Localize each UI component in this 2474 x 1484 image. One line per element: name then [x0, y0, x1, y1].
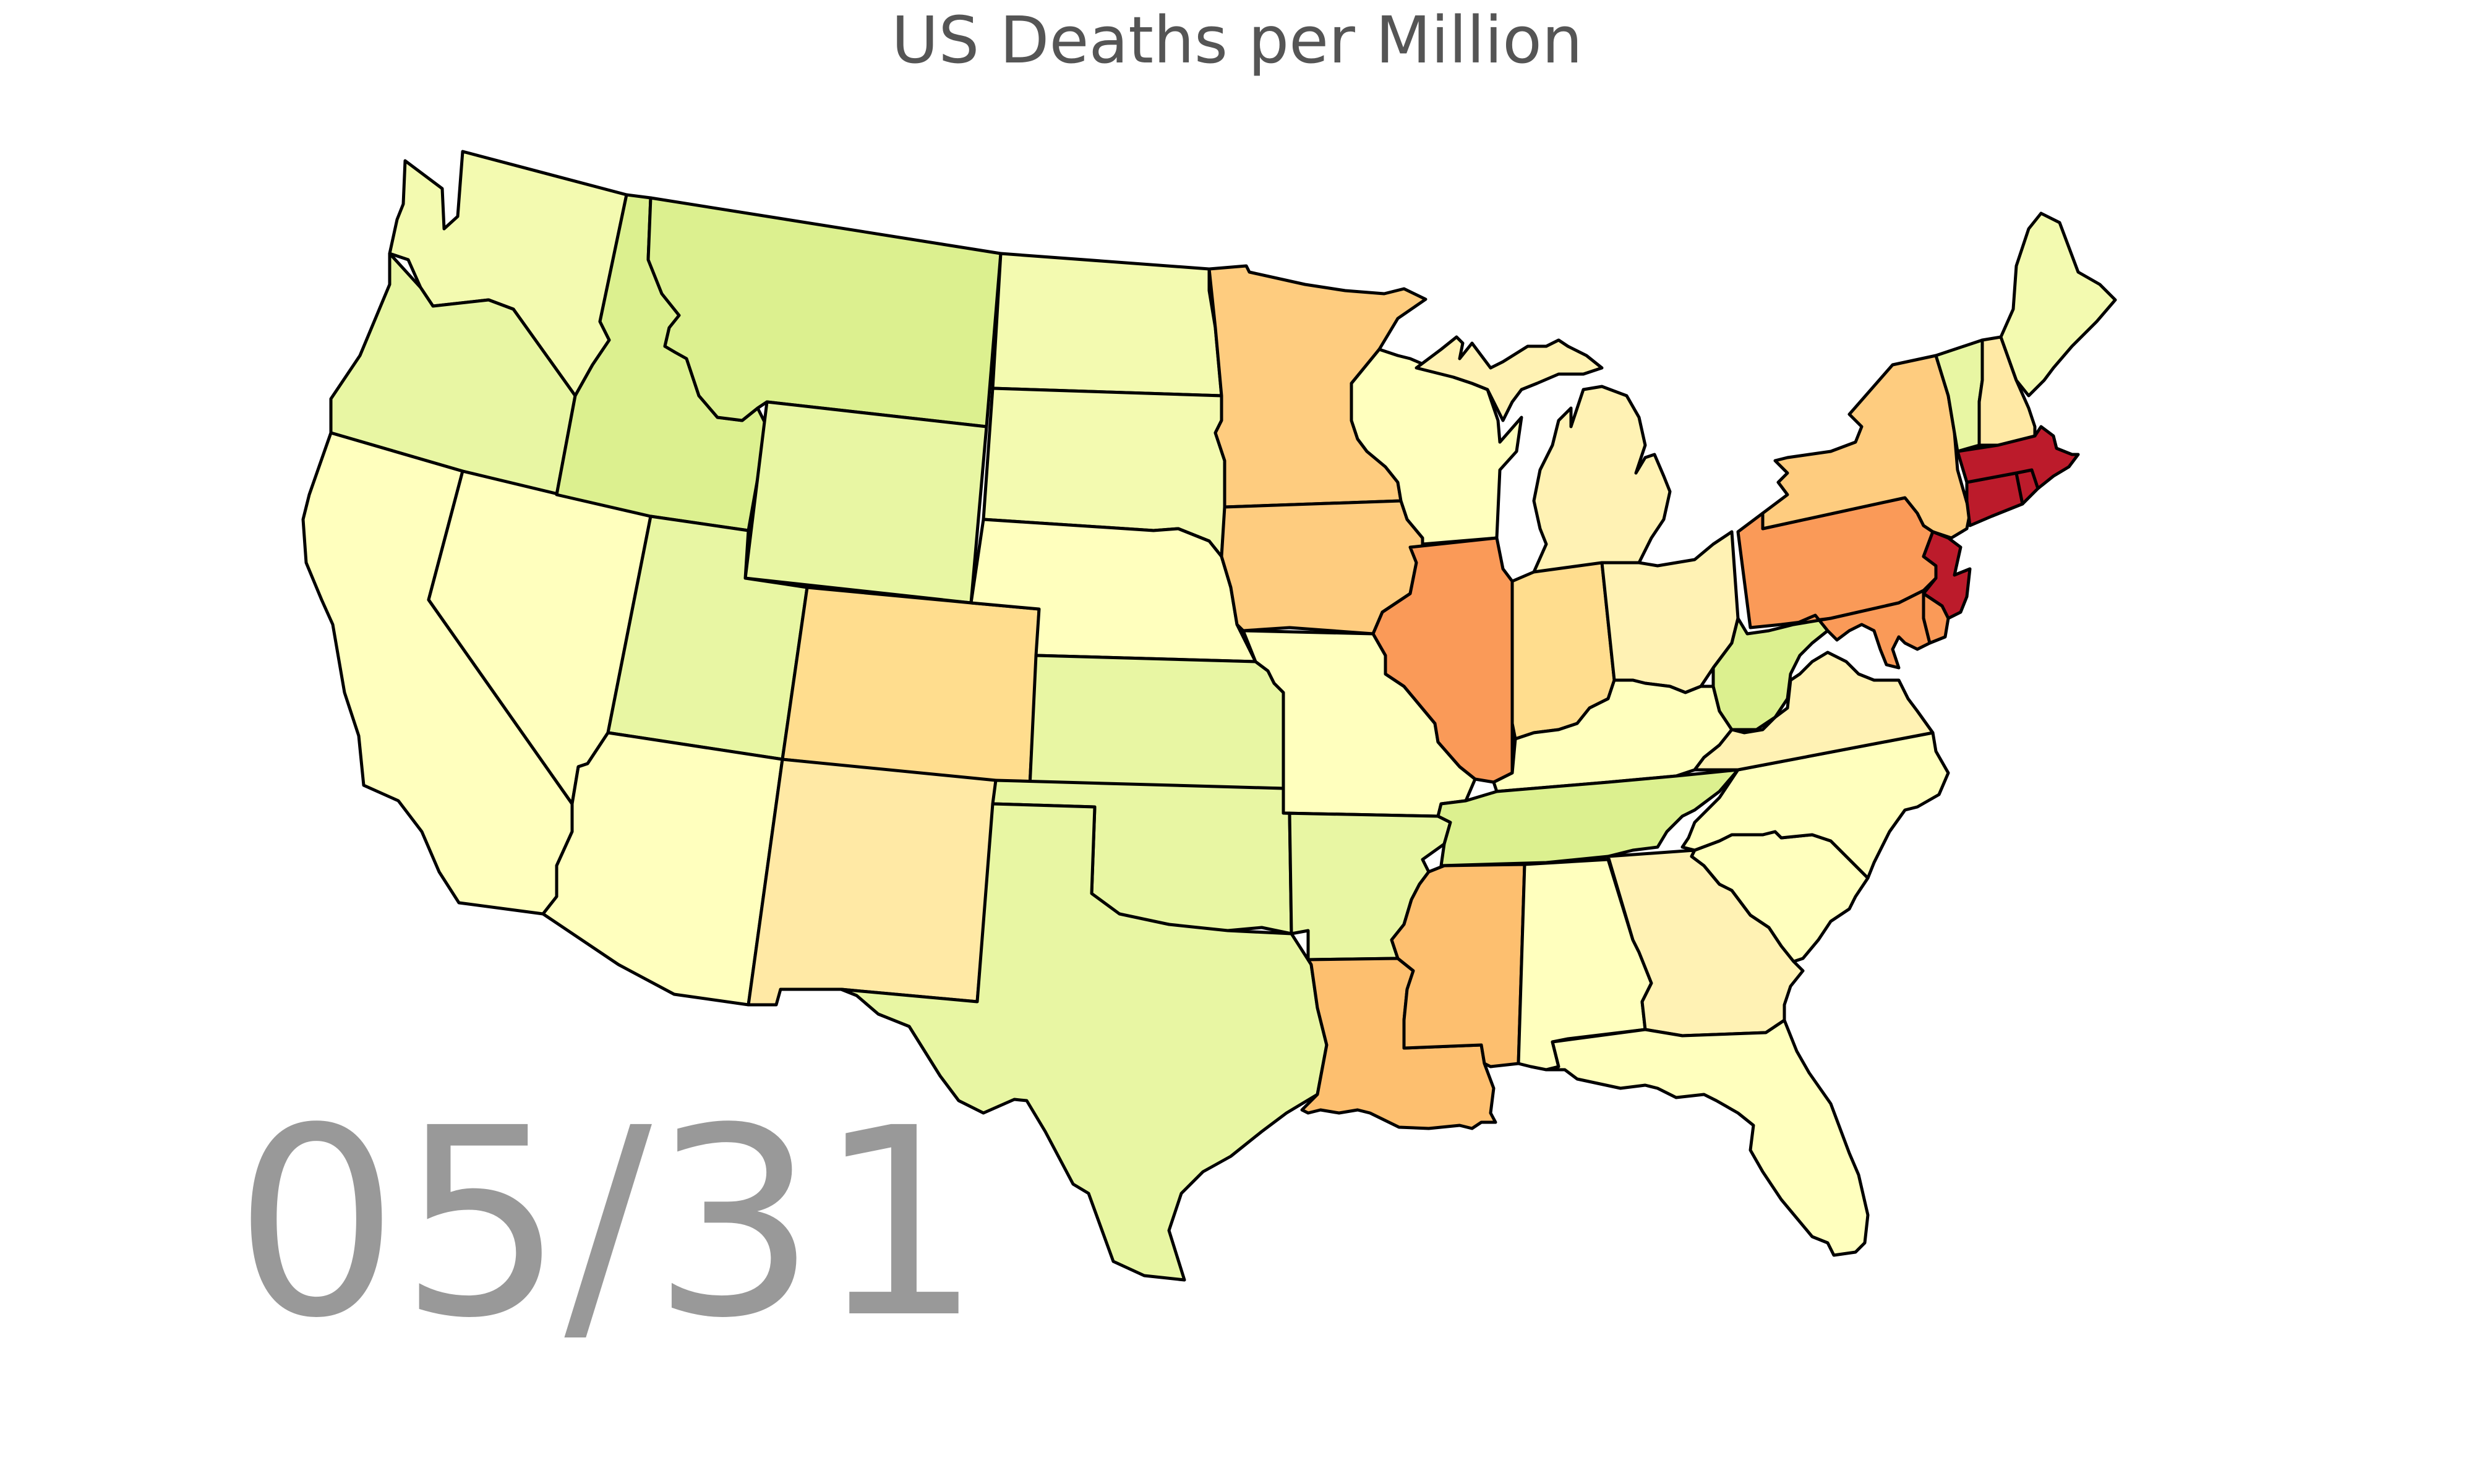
state-maine[interactable] — [1999, 211, 2117, 398]
state-new-york[interactable] — [1761, 354, 1972, 540]
date-label: 05/31 — [234, 1073, 983, 1375]
state-kansas[interactable] — [1028, 654, 1285, 790]
state-wyoming[interactable] — [743, 400, 988, 605]
state-arizona[interactable] — [541, 731, 784, 1007]
state-texas[interactable] — [839, 802, 1329, 1282]
state-mississippi[interactable] — [1390, 863, 1526, 1068]
state-west-virginia[interactable] — [1711, 613, 1830, 731]
state-tennessee[interactable] — [1436, 768, 1740, 868]
map-title: US Deaths per Million — [891, 2, 1583, 78]
state-illinois[interactable] — [1371, 536, 1514, 784]
state-colorado[interactable] — [781, 586, 1041, 787]
state-michigan[interactable] — [1415, 335, 1672, 574]
state-massachusetts[interactable] — [1956, 425, 2080, 490]
state-florida[interactable] — [1544, 1018, 1870, 1257]
state-new-jersey[interactable] — [1922, 530, 1972, 620]
state-virginia[interactable] — [1693, 650, 1935, 772]
state-north-dakota[interactable] — [991, 252, 1223, 398]
state-new-mexico[interactable] — [747, 757, 998, 1007]
state-kentucky[interactable] — [1492, 678, 1734, 793]
state-montana[interactable] — [646, 196, 1003, 429]
state-maryland[interactable] — [1792, 589, 1932, 670]
